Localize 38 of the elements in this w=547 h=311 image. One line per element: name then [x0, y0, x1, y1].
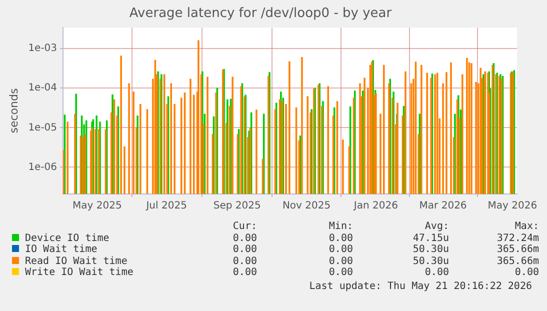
text: Min:: [328, 221, 353, 232]
text: Cur:: [232, 221, 257, 232]
text: 0.00: [424, 267, 449, 278]
text: 0.00: [514, 267, 539, 278]
y-tick-label: 1e-04: [28, 82, 58, 94]
text: Last update: Thu May 21 20:16:22 2026: [309, 281, 532, 292]
y-tick-label: 1e-05: [28, 122, 58, 134]
text: Avg:: [424, 221, 449, 232]
legend-label: Device IO time: [25, 232, 110, 244]
legend-label: Read IO Wait time: [25, 256, 128, 267]
text: 0.00: [328, 256, 353, 267]
text: 0.00: [232, 256, 257, 267]
x-tick-label: Jan 2026: [352, 200, 398, 212]
y-tick-label: 1e-03: [28, 43, 58, 54]
text: 50.30u: [412, 244, 449, 256]
text: 0.00: [328, 232, 353, 244]
legend-label: Write IO Wait time: [25, 267, 134, 278]
text: 0.00: [232, 232, 257, 244]
text: 0.00: [232, 244, 257, 256]
x-tick-label: Jul 2025: [145, 200, 187, 212]
x-tick-label: Nov 2025: [282, 200, 331, 212]
y-axis-title: seconds: [7, 88, 20, 134]
text: 365.66m: [496, 256, 539, 267]
legend-label: IO Wait time: [25, 244, 98, 256]
text: 365.66m: [496, 244, 539, 256]
chart-title: Average latency for /dev/loop0 - by year: [129, 6, 392, 22]
text: Max:: [514, 221, 539, 232]
text: 0.00: [328, 244, 353, 256]
text: 0.00: [328, 267, 353, 278]
x-tick-label: May 2026: [488, 200, 538, 212]
x-tick-label: Mar 2026: [419, 200, 467, 212]
text: 47.15u: [412, 232, 449, 244]
x-tick-label: May 2025: [72, 200, 122, 212]
x-tick-label: Sep 2025: [213, 200, 261, 212]
y-tick-label: 1e-06: [28, 162, 58, 173]
text: 372.24m: [496, 232, 539, 244]
text: 0.00: [232, 267, 257, 278]
text: 50.30u: [412, 256, 449, 267]
